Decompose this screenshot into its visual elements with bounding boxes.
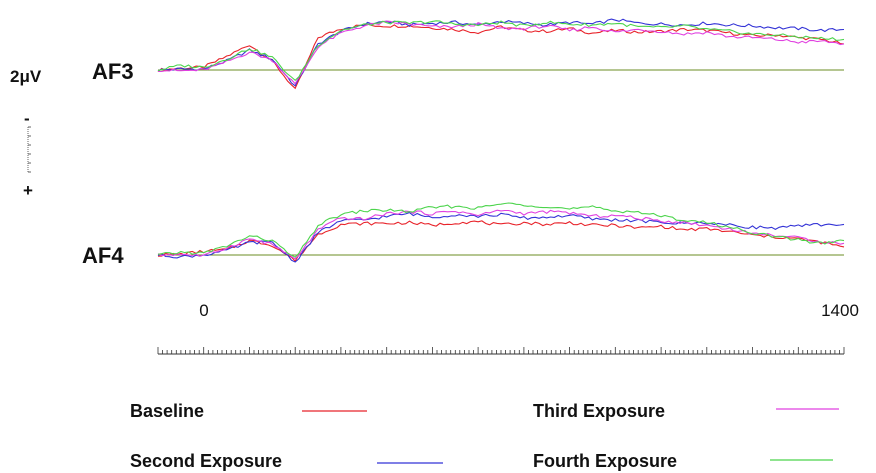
negative-polarity-label: - [24, 109, 30, 128]
legend-label: Second Exposure [130, 451, 282, 471]
waveform-third-exposure [157, 209, 845, 260]
waveform-second-exposure [157, 211, 845, 263]
legend-label: Fourth Exposure [533, 451, 677, 471]
waveform-baseline [157, 220, 845, 263]
waveform-fourth-exposure [157, 202, 845, 258]
x-tick-label-0: 0 [199, 301, 208, 320]
x-tick-label-1400: 1400 [821, 301, 859, 320]
channel-label-af3: AF3 [92, 59, 134, 84]
scale-label: 2μV [10, 67, 42, 86]
legend-item-third-exposure: Third Exposure [533, 401, 839, 421]
legend-label: Third Exposure [533, 401, 665, 421]
legend-item-baseline: Baseline [130, 401, 367, 421]
af3-waveforms [157, 18, 845, 90]
waveform-third-exposure [158, 20, 845, 85]
waveform-fourth-exposure [157, 20, 845, 82]
time-ruler [157, 347, 845, 355]
waveform-second-exposure [157, 18, 845, 87]
legend-item-fourth-exposure: Fourth Exposure [533, 451, 833, 471]
scale-bar [27, 126, 31, 173]
legend-label: Baseline [130, 401, 204, 421]
amplitude-scale: 2μV - + [10, 67, 42, 200]
positive-polarity-label: + [23, 181, 33, 200]
legend: Baseline Third Exposure Second Exposure … [130, 401, 839, 471]
legend-item-second-exposure: Second Exposure [130, 451, 443, 471]
af4-waveforms [157, 202, 845, 263]
channel-label-af4: AF4 [82, 243, 124, 268]
